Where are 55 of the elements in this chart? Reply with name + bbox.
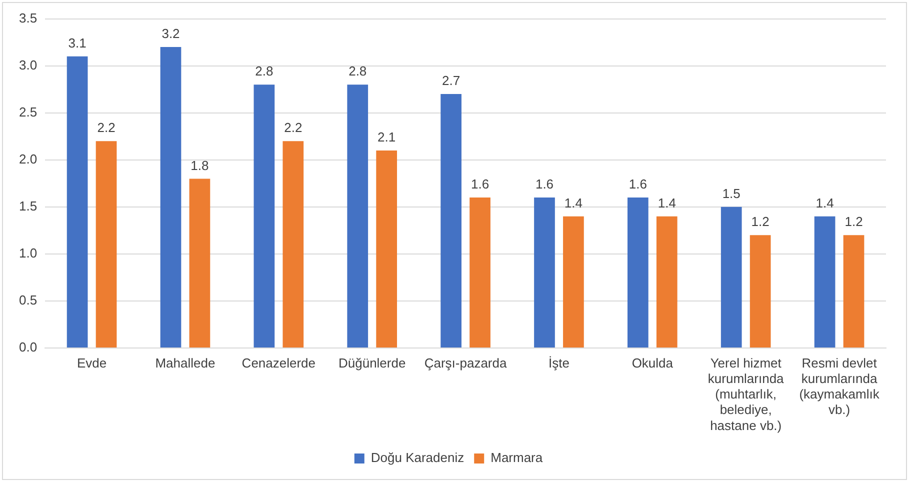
bar (720, 206, 742, 348)
x-tick-label: Mahallede (155, 355, 216, 370)
data-label: 3.1 (68, 36, 86, 50)
bar (440, 94, 462, 348)
data-label: 1.4 (564, 195, 582, 210)
x-tick-label: Evde (76, 355, 107, 370)
bar (563, 216, 584, 348)
bar (814, 216, 836, 348)
data-label: 2.2 (284, 120, 302, 136)
x-tick-label: Çarşı-pazarda (424, 355, 508, 370)
bar (750, 235, 771, 348)
legend-label: Doğu Karadeniz (370, 450, 464, 466)
data-label: 2.8 (255, 64, 274, 79)
data-label: 1.6 (535, 176, 554, 192)
bar (282, 141, 304, 348)
data-label: 2.2 (97, 120, 116, 136)
bar (843, 235, 864, 348)
x-tick-label: Düğünlerde (338, 355, 406, 370)
bar (96, 141, 117, 348)
bar (66, 56, 88, 348)
data-label: 1.4 (658, 195, 676, 210)
bar (376, 150, 398, 348)
bar (656, 216, 678, 348)
x-tick-label: İşte (548, 355, 570, 370)
legend-label: Marmara (490, 450, 544, 466)
y-tick-label: 0.0 (18, 340, 38, 355)
bar (628, 198, 648, 348)
x-tick-label: Resmi devlet kurumlarında (kaymakamlık vb.) (799, 355, 880, 418)
data-label: 2.7 (442, 73, 460, 88)
bar (160, 47, 182, 348)
data-label: 1.5 (722, 186, 740, 201)
y-tick-label: 2.0 (18, 151, 38, 166)
data-label: 3.2 (162, 26, 180, 42)
bar (189, 178, 210, 348)
data-label: 1.6 (628, 176, 647, 192)
data-label: 1.6 (470, 176, 490, 192)
x-tick-label: Okulda (632, 355, 674, 370)
y-tick-label: 3.5 (18, 10, 38, 26)
bar (470, 198, 490, 348)
data-label: 1.2 (844, 214, 863, 230)
bar (347, 84, 368, 348)
y-tick-label: 3.0 (18, 57, 38, 72)
y-tick-label: 2.5 (18, 104, 38, 120)
bar (534, 198, 555, 348)
x-tick-label: Cenazelerde (242, 355, 316, 370)
data-label: 2.8 (348, 64, 367, 79)
x-tick-label: Yerel hizmet kurumlarında (muhtarlık, belediye, hastane vb.) (708, 355, 785, 433)
y-tick-label: 0.5 (18, 292, 38, 308)
y-tick-label: 1.0 (18, 246, 38, 261)
y-tick-label: 1.5 (18, 198, 38, 214)
bar (254, 84, 275, 348)
data-label: 1.8 (190, 158, 209, 173)
data-label: 2.1 (378, 130, 396, 145)
data-label: 1.4 (816, 195, 834, 210)
data-label: 1.2 (751, 214, 770, 230)
